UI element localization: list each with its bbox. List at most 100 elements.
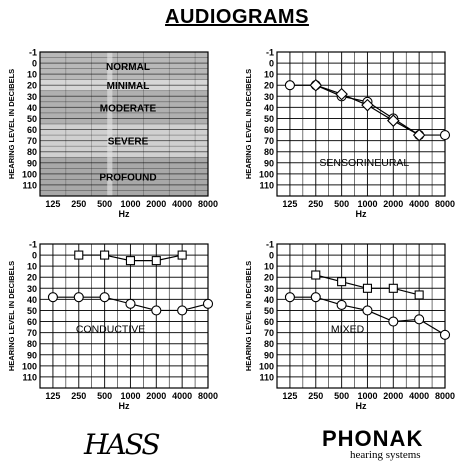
data-point-diamond (309, 78, 323, 92)
y-tick-label: 40 (264, 295, 274, 305)
data-point-circle (47, 292, 58, 303)
y-tick-label: 40 (27, 295, 37, 305)
y-tick-label: 60 (27, 125, 37, 135)
band-highlight (107, 52, 113, 196)
data-point-square (362, 283, 373, 293)
data-point-circle (99, 292, 110, 303)
x-tick-label: 500 (97, 391, 112, 401)
x-tick-label: 1000 (357, 391, 377, 401)
y-tick-label: 100 (259, 361, 274, 371)
y-tick-label: 90 (264, 158, 274, 168)
x-axis-label: Hz (119, 401, 130, 411)
data-point-square (388, 283, 398, 293)
data-point-diamond (361, 98, 374, 112)
y-tick-label: 30 (264, 284, 274, 294)
y-tick-label: 110 (22, 180, 37, 190)
x-tick-label: 125 (45, 199, 60, 209)
y-tick-label: 90 (27, 158, 37, 168)
y-tick-label: 70 (27, 136, 37, 146)
y-tick-label: 110 (259, 372, 274, 382)
y-tick-label: 50 (27, 306, 37, 316)
phonak-tagline: hearing systems (350, 449, 421, 461)
y-tick-label: 30 (264, 92, 274, 102)
data-point-square (125, 256, 136, 266)
x-tick-label: 250 (308, 391, 323, 401)
chart-annotation: SENSORINEURAL (319, 157, 409, 169)
y-tick-label: 10 (264, 70, 274, 80)
y-tick-label: 20 (27, 81, 37, 91)
data-point-circle (336, 299, 347, 310)
x-tick-label: 2000 (383, 391, 403, 401)
chart-annotation: MIXED (331, 324, 365, 336)
y-tick-label: 80 (27, 147, 37, 157)
y-tick-label: 80 (27, 339, 37, 349)
degree-band (40, 52, 208, 80)
y-tick-label: 20 (264, 273, 274, 283)
x-tick-label: 125 (282, 199, 297, 209)
data-point-diamond (335, 87, 348, 101)
y-tick-label: 100 (22, 169, 37, 179)
degree-band (40, 157, 208, 196)
data-point-circle (151, 305, 162, 316)
y-tick-label: 100 (22, 361, 37, 371)
y-tick-label: 50 (264, 114, 274, 124)
plot-border (276, 51, 446, 197)
x-tick-label: 1000 (357, 199, 377, 209)
data-point-circle (439, 130, 451, 141)
data-point-circle (177, 305, 188, 316)
x-tick-label: 1000 (120, 199, 140, 209)
y-axis-label: HEARING LEVEL IN DECIBELS (244, 261, 253, 371)
data-point-circle (202, 298, 214, 309)
y-tick-label: 40 (264, 103, 274, 113)
data-point-circle (439, 329, 451, 340)
data-point-circle (388, 316, 399, 327)
data-point-circle (362, 305, 373, 316)
y-tick-label: 20 (264, 81, 274, 91)
y-axis-label: HEARING LEVEL IN DECIBELS (7, 261, 16, 371)
x-tick-label: 125 (282, 391, 297, 401)
hass-logo: HASS (84, 428, 161, 461)
y-tick-label: 50 (27, 114, 37, 124)
data-point-square (100, 250, 110, 260)
y-tick-label: 70 (27, 328, 37, 338)
data-point-circle (414, 314, 425, 325)
band-label: MODERATE (100, 103, 157, 114)
data-point-diamond (412, 128, 426, 142)
plot-background (40, 244, 208, 388)
band-label: NORMAL (106, 62, 150, 73)
y-tick-label: 0 (269, 59, 274, 69)
x-tick-label: 500 (334, 199, 349, 209)
x-tick-label: 2000 (146, 199, 166, 209)
x-tick-label: 4000 (172, 391, 192, 401)
y-tick-label: 110 (259, 180, 274, 190)
x-tick-label: 500 (334, 391, 349, 401)
y-tick-label: 20 (27, 273, 37, 283)
y-tick-label: -1 (29, 48, 37, 58)
y-tick-label: 10 (27, 70, 37, 80)
y-tick-label: 100 (259, 169, 274, 179)
y-tick-label: 30 (27, 284, 37, 294)
band-label: SEVERE (108, 137, 149, 148)
data-point-circle (125, 298, 136, 309)
x-tick-label: 500 (97, 199, 112, 209)
x-tick-label: 2000 (146, 391, 166, 401)
data-point-square (177, 250, 187, 260)
data-point-square (74, 250, 84, 260)
x-tick-label: 8000 (198, 199, 218, 209)
y-tick-label: 0 (32, 59, 37, 69)
x-tick-label: 4000 (172, 199, 192, 209)
x-tick-label: 250 (71, 391, 86, 401)
data-point-square (414, 290, 424, 300)
x-tick-label: 2000 (383, 199, 403, 209)
x-axis-label: Hz (356, 209, 367, 219)
data-point-circle (310, 292, 321, 303)
x-tick-label: 8000 (198, 391, 218, 401)
y-tick-label: -1 (266, 48, 274, 58)
band-label: PROFOUND (99, 173, 156, 184)
x-tick-label: 4000 (409, 391, 429, 401)
y-tick-label: 30 (27, 92, 37, 102)
band-label: MINIMAL (107, 81, 150, 92)
plot-border (39, 243, 209, 389)
